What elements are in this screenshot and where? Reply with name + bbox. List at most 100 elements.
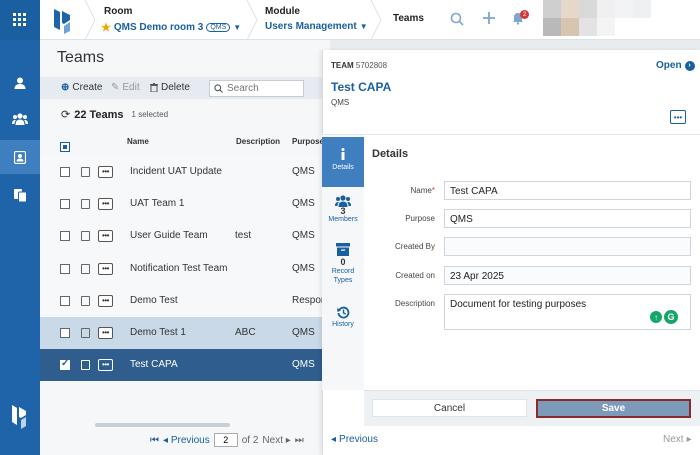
column-header-purpose[interactable]: Purpose	[292, 137, 322, 146]
row-checkbox[interactable]	[60, 328, 70, 338]
refresh-icon[interactable]: ⟳	[61, 109, 71, 121]
brand-logo-small	[12, 405, 26, 429]
table-row[interactable]: ••• Demo Test Respon	[40, 285, 323, 317]
open-link[interactable]: Open ›	[656, 60, 695, 71]
column-header-description[interactable]: Description	[236, 137, 281, 146]
row-checkbox[interactable]	[60, 296, 70, 306]
prev-page-button[interactable]: ◂ Previous	[163, 434, 210, 446]
row-more-button[interactable]: •••	[98, 198, 113, 210]
room-label: Room	[104, 6, 133, 17]
search-field[interactable]	[209, 80, 304, 97]
name-field[interactable]: Test CAPA	[444, 181, 691, 200]
created-on-field: 23 Apr 2025	[444, 266, 691, 285]
search-icon[interactable]	[450, 12, 464, 26]
sidebar-item-users[interactable]	[0, 66, 40, 100]
tab-history[interactable]: History	[322, 306, 364, 334]
row-more-button[interactable]: •••	[98, 327, 113, 339]
row-more-button[interactable]: •••	[98, 263, 113, 275]
team-id: 5702808	[355, 61, 388, 70]
sidebar-item-groups[interactable]	[0, 102, 40, 136]
first-page-icon[interactable]: ⏮	[150, 434, 159, 446]
pagination: ⏮ ◂ Previous of 2 Next ▸ ⏭	[150, 433, 304, 447]
save-button[interactable]: Save	[536, 399, 691, 418]
row-checkbox[interactable]	[60, 231, 70, 241]
sidebar-item-documents[interactable]	[0, 178, 40, 212]
checkmark-icon: ✓	[61, 358, 70, 369]
table-row[interactable]: ••• UAT Team 1 QMS	[40, 188, 323, 220]
column-header-name[interactable]: Name	[127, 137, 149, 146]
grid-icon	[13, 13, 26, 26]
create-label: Create	[72, 82, 103, 93]
star-icon: ★	[101, 22, 111, 34]
table-row[interactable]: ••• Incident UAT Update QMS	[40, 156, 323, 188]
purpose-field[interactable]: QMS	[444, 209, 691, 228]
detail-more-button[interactable]: •••	[670, 110, 686, 124]
users-group-icon	[335, 195, 351, 207]
module-selector[interactable]: Users Management ▼	[265, 21, 368, 32]
cancel-button[interactable]: Cancel	[372, 399, 527, 417]
team-icon	[81, 296, 90, 306]
tab-members-label: Members	[328, 216, 358, 223]
horizontal-scrollbar[interactable]	[95, 423, 230, 427]
open-label: Open	[656, 60, 682, 71]
page-title: Teams	[57, 49, 105, 66]
documents-icon	[13, 188, 27, 202]
team-icon	[81, 264, 90, 274]
room-name: QMS Demo room 3	[113, 22, 204, 33]
arrow-right-circle-icon: ›	[684, 60, 695, 71]
table-row[interactable]: ••• User Guide Team test QMS	[40, 220, 323, 252]
tab-record-types[interactable]: 0 Record Types	[322, 243, 364, 291]
breadcrumb-separator	[370, 0, 382, 40]
plus-circle-icon: ⊕	[61, 82, 70, 93]
edit-button[interactable]: ✎ Edit	[111, 82, 140, 93]
row-name: Test CAPA	[130, 359, 178, 370]
table-row-selected[interactable]: ✓ ••• Test CAPA QMS	[40, 349, 323, 381]
grammar-assistant[interactable]: ↑ G	[650, 310, 678, 324]
chevron-left-icon: ◂	[331, 434, 337, 445]
tab-members[interactable]: 3 Members	[322, 195, 364, 233]
breadcrumb-separator	[246, 0, 258, 40]
next-page-button[interactable]: Next ▸	[262, 434, 291, 446]
description-field[interactable]: Document for testing purposes	[444, 294, 691, 330]
row-more-button[interactable]: •••	[98, 295, 113, 307]
plus-icon[interactable]	[481, 10, 497, 26]
delete-button[interactable]: Delete	[150, 82, 190, 93]
ellipsis-icon: •••	[102, 264, 109, 273]
users-group-icon	[12, 113, 28, 125]
team-icon	[81, 360, 90, 370]
row-checkbox[interactable]	[60, 199, 70, 209]
last-page-icon[interactable]: ⏭	[294, 434, 304, 446]
created-by-label: Created By	[394, 242, 435, 251]
room-selector[interactable]: ★ QMS Demo room 3 QMS ▼	[101, 21, 241, 34]
select-all-checkbox[interactable]	[60, 142, 70, 152]
avatar[interactable]	[543, 0, 693, 40]
ellipsis-icon: •••	[102, 199, 109, 208]
search-input[interactable]	[227, 83, 297, 94]
detail-subtitle: QMS	[331, 98, 350, 107]
row-more-button[interactable]: •••	[98, 359, 113, 371]
ellipsis-icon: •••	[102, 360, 109, 369]
tab-details[interactable]: Details	[322, 137, 364, 187]
create-button[interactable]: ⊕ Create	[61, 82, 102, 93]
previous-record-button[interactable]: ◂ Previous	[331, 434, 378, 445]
archive-box-icon	[336, 243, 350, 256]
team-type-label: TEAM	[331, 61, 354, 70]
notification-badge: 2	[520, 10, 529, 19]
list-summary: ⟳ 22 Teams 1 selected	[61, 108, 168, 122]
sidebar-item-teams[interactable]	[0, 140, 40, 174]
row-checkbox[interactable]: ✓	[60, 358, 70, 370]
row-more-button[interactable]: •••	[98, 166, 113, 178]
app-grid-button[interactable]	[0, 0, 40, 40]
page-number-input[interactable]	[213, 433, 238, 447]
row-checkbox[interactable]	[60, 167, 70, 177]
grammarly-icon: G	[664, 310, 678, 324]
brand-logo[interactable]	[50, 6, 76, 34]
row-purpose: QMS	[292, 263, 315, 274]
description-label: Description	[394, 299, 435, 308]
next-record-button[interactable]: Next ▸	[663, 434, 692, 445]
table-row[interactable]: ••• Notification Test Team QMS	[40, 253, 323, 285]
caret-down-icon: ▼	[359, 22, 368, 31]
table-row[interactable]: ••• Demo Test 1 ABC QMS	[40, 317, 323, 349]
row-more-button[interactable]: •••	[98, 230, 113, 242]
row-checkbox[interactable]	[60, 264, 70, 274]
